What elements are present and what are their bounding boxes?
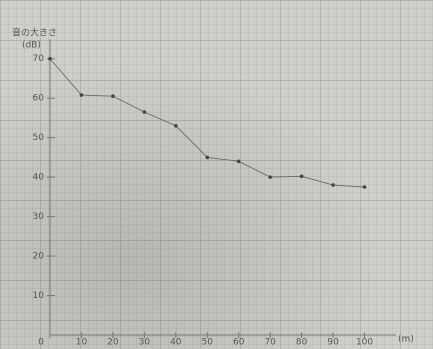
y-tick-label: 40 <box>33 173 45 183</box>
y-tick-label: 30 <box>33 212 45 222</box>
x-tick-label: 90 <box>327 338 339 348</box>
x-tick-label: 20 <box>107 338 119 348</box>
x-tick-label: 30 <box>139 338 151 348</box>
y-tick-label: 70 <box>33 54 45 64</box>
x-axis-unit: (m) <box>398 335 414 345</box>
point <box>300 175 304 179</box>
x-tick-label: 100 <box>356 338 373 348</box>
point <box>331 183 335 187</box>
y-tick-label: 20 <box>33 252 45 262</box>
point <box>143 110 147 114</box>
x-tick-label: 10 <box>76 338 88 348</box>
point <box>268 175 272 179</box>
x-tick-label: 0 <box>38 338 44 348</box>
y-axis-label: 音の大きさ <box>12 27 57 39</box>
x-tick-label: 70 <box>264 338 276 348</box>
y-tick-label: 60 <box>33 94 45 104</box>
x-tick-label: 50 <box>202 338 214 348</box>
point <box>48 57 52 61</box>
point <box>174 124 178 128</box>
paper-shadow <box>0 0 433 349</box>
point <box>80 93 84 97</box>
point <box>363 185 367 189</box>
chart: 音の大きさ (dB) (m) 10 20 30 40 50 60 70 0 10 20 30 40 50… <box>0 0 433 349</box>
x-tick-label: 60 <box>233 338 245 348</box>
x-tick-label: 40 <box>170 338 182 348</box>
x-tick-label: 80 <box>296 338 308 348</box>
y-axis-unit: (dB) <box>22 41 41 51</box>
y-tick-label: 50 <box>33 133 45 143</box>
y-tick-label: 10 <box>33 291 45 301</box>
point <box>111 94 115 98</box>
point <box>237 160 241 164</box>
point <box>205 156 209 160</box>
